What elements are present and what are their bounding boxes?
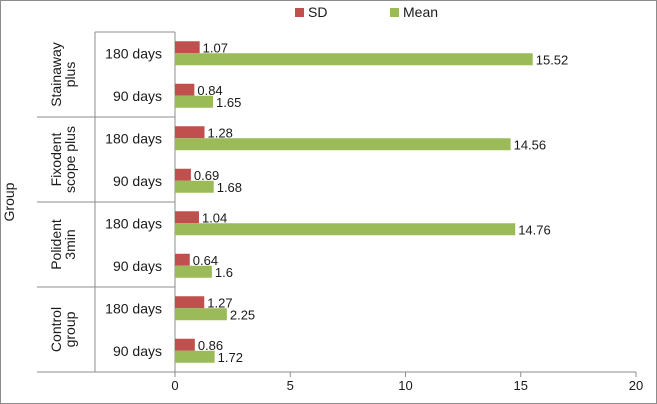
legend-label-mean: Mean <box>403 4 438 20</box>
data-label-sd: 1.28 <box>208 125 233 140</box>
bar-mean <box>175 265 212 278</box>
bar-mean <box>175 95 214 108</box>
data-label-mean: 1.68 <box>217 180 242 195</box>
bar-sd <box>175 126 205 139</box>
category-label: 90 days <box>113 173 162 189</box>
x-tick-label: 20 <box>629 378 643 393</box>
bar-mean <box>175 180 214 193</box>
data-label-sd: 0.84 <box>197 83 222 98</box>
legend-swatch-sd <box>295 8 304 17</box>
y-axis-title: Group <box>1 182 17 221</box>
data-label-mean: 1.65 <box>216 95 241 110</box>
data-label-mean: 14.56 <box>514 137 547 152</box>
category-label: 90 days <box>113 258 162 274</box>
bar-mean <box>175 138 511 151</box>
data-label-mean: 1.72 <box>218 350 243 365</box>
legend-label-sd: SD <box>308 4 327 20</box>
data-label-mean: 14.76 <box>518 222 551 237</box>
data-label-sd: 1.27 <box>207 295 232 310</box>
bar-sd <box>175 253 190 266</box>
bar-sd <box>175 338 195 351</box>
group-label: plus <box>62 62 78 88</box>
group-label: group <box>62 311 78 347</box>
x-tick-label: 5 <box>287 378 294 393</box>
bar-mean <box>175 350 215 363</box>
x-tick-label: 15 <box>514 378 528 393</box>
bar-sd <box>175 211 199 224</box>
category-label: 90 days <box>113 343 162 359</box>
bar-mean <box>175 223 516 236</box>
legend-swatch-mean <box>390 8 399 17</box>
category-label: 180 days <box>105 300 162 316</box>
group-label: Polident <box>48 219 64 270</box>
data-label-sd: 0.86 <box>198 338 223 353</box>
group-label: scope plus <box>62 126 78 193</box>
group-label: 3min <box>62 229 78 259</box>
group-label: Control <box>48 307 64 352</box>
data-label-mean: 1.6 <box>215 265 233 280</box>
data-label-mean: 15.52 <box>536 52 569 67</box>
bar-sd <box>175 41 200 54</box>
bar-sd <box>175 296 205 309</box>
bar-sd <box>175 168 191 181</box>
bar-mean <box>175 53 533 66</box>
x-tick-label: 10 <box>398 378 412 393</box>
category-label: 180 days <box>105 130 162 146</box>
data-label-mean: 2.25 <box>230 307 255 322</box>
bar-sd <box>175 83 195 96</box>
group-label: Stainaway <box>48 42 64 107</box>
data-label-sd: 1.07 <box>203 40 228 55</box>
group-label: Fixodent <box>48 133 64 187</box>
bar-mean <box>175 308 227 321</box>
x-tick-label: 0 <box>171 378 178 393</box>
data-label-sd: 1.04 <box>202 210 227 225</box>
category-label: 180 days <box>105 215 162 231</box>
data-label-sd: 0.69 <box>194 168 219 183</box>
category-label: 180 days <box>105 45 162 61</box>
category-label: 90 days <box>113 88 162 104</box>
data-label-sd: 0.64 <box>193 253 218 268</box>
